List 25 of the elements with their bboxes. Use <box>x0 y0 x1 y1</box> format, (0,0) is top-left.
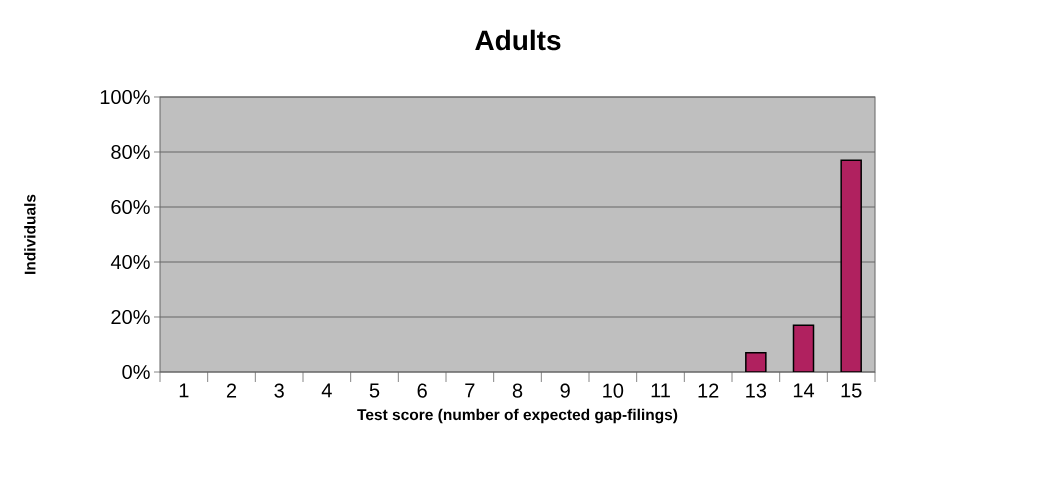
x-tick-label: 6 <box>417 383 427 398</box>
x-tick-label: 13 <box>746 383 767 398</box>
x-tick-label: 15 <box>841 383 862 398</box>
y-axis-title: Individuals <box>24 194 36 274</box>
x-tick-label: 14 <box>793 383 815 398</box>
x-tick-label: 2 <box>226 383 237 398</box>
y-tick-label: 100% <box>100 89 150 105</box>
y-tick-label: 40% <box>110 254 150 270</box>
x-tick-label: 10 <box>603 383 624 398</box>
x-tick-label: 4 <box>321 383 332 398</box>
bar <box>792 324 815 372</box>
chart-title: Adults <box>475 29 561 51</box>
y-tick-label: 60% <box>111 199 150 215</box>
x-tick-label: 3 <box>274 383 284 398</box>
x-tick-label: 1 <box>179 383 189 398</box>
x-axis-title: Test score (number of expected gap-filings) <box>357 408 678 424</box>
y-tick-label: 0% <box>122 364 150 380</box>
x-tick-label: 5 <box>369 383 380 398</box>
y-tick-label: 80% <box>111 144 150 160</box>
x-tick-label: 9 <box>560 383 570 398</box>
x-tick-label: 12 <box>698 383 719 398</box>
x-tick-label: 7 <box>465 383 475 398</box>
x-tick-label: 8 <box>512 383 523 398</box>
x-tick-label: 11 <box>651 383 670 398</box>
y-tick-label: 20% <box>111 309 150 325</box>
